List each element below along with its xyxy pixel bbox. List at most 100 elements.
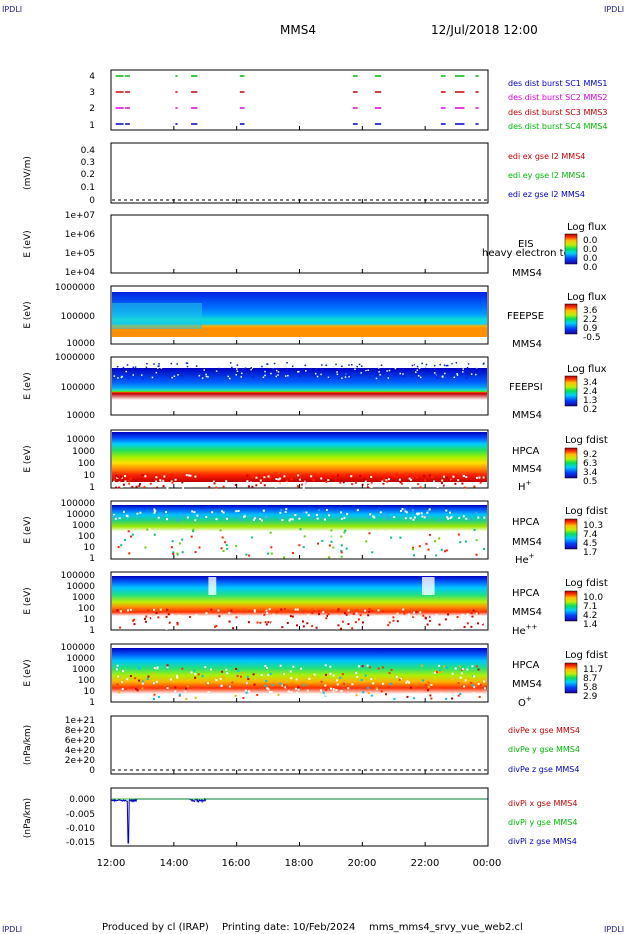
spectrogram-speckle: [138, 667, 141, 670]
spectrogram-speckle: [210, 668, 213, 671]
divpe-ylabel: (nPa/km): [23, 725, 33, 765]
spectrogram-speckle: [470, 625, 473, 628]
spectrogram-speckle: [135, 485, 138, 488]
spectrogram-speckle: [119, 475, 122, 478]
hpca-he-cb-tick-0: 10.3: [583, 521, 603, 531]
spectrogram-speckle: [243, 515, 246, 518]
feepsi-speckle-dot: [365, 369, 367, 372]
feepsi-speckle-dot: [171, 376, 173, 379]
feepsi-speckle-dot: [352, 368, 354, 371]
divpe-legend-y: divPe y gse MMS4: [508, 745, 580, 754]
spectrogram-speckle: [421, 679, 424, 682]
spectrogram-speckle: [159, 608, 162, 611]
feepse-cb-tick-2: 0.9: [583, 324, 598, 334]
feepsi-speckle-dot: [345, 374, 347, 376]
feepsi-speckle-dot: [263, 369, 265, 371]
feepsi-speckle-dot: [349, 373, 351, 375]
feepsi-speckle-dot: [393, 374, 395, 377]
spectrogram-speckle: [302, 625, 305, 628]
spectrogram-speckle: [157, 516, 160, 519]
spectrogram-speckle: [197, 673, 200, 676]
feepsi-speckle-dot: [188, 373, 190, 376]
feepsi-speckle-dot: [240, 376, 243, 378]
spectrogram-speckle: [277, 693, 280, 696]
spectrogram-speckle: [343, 682, 346, 685]
spectrogram-speckle: [295, 678, 298, 681]
feepsi-speckle-dot: [264, 374, 266, 377]
spectrogram-speckle: [306, 617, 309, 620]
spectrogram-speckle: [165, 615, 168, 618]
feepsi-speckle-dot: [277, 371, 280, 373]
feepsi-speckle-dot: [297, 371, 299, 373]
spectrogram-speckle: [424, 684, 427, 687]
spectrogram-speckle: [356, 534, 359, 537]
spectrogram-speckle: [420, 664, 423, 667]
spectrogram-speckle: [398, 478, 401, 481]
spectrogram-speckle: [409, 486, 412, 489]
spectrogram-speckle: [430, 697, 433, 700]
spectrogram-speckle: [439, 519, 442, 522]
spectrogram-speckle: [370, 481, 373, 484]
feepsi-speckle-dot: [425, 363, 428, 366]
spectrogram-speckle: [297, 485, 300, 488]
spectrogram-speckle: [273, 679, 276, 682]
spectrogram-speckle: [336, 683, 339, 686]
feepsi-speckle-dot: [151, 376, 154, 379]
feepse-colorbar: [564, 303, 578, 335]
spectrogram-speckle: [419, 554, 422, 557]
hpca-hepp-charge: ++: [526, 623, 538, 631]
spectrogram-speckle: [228, 685, 231, 688]
feepsi-speckle-dot: [410, 372, 413, 375]
feepsi-speckle-dot: [439, 363, 441, 366]
feepsi-speckle-dot: [343, 373, 345, 376]
feepsi-speckle-dot: [157, 367, 159, 369]
spectrogram-speckle: [130, 686, 133, 689]
feepsi-speckle-dot: [468, 370, 470, 373]
spectrogram-speckle: [393, 475, 396, 478]
spectrogram-speckle: [478, 695, 481, 698]
spectrogram-speckle: [117, 546, 120, 549]
spectrogram-speckle: [149, 617, 152, 620]
spectrogram-speckle: [398, 678, 401, 681]
spectrogram-speckle: [147, 675, 150, 678]
spectrogram-speckle: [171, 613, 174, 616]
spectrogram-speckle: [143, 486, 146, 489]
spectrogram-speckle: [162, 536, 165, 539]
spectrogram-speckle: [222, 550, 225, 553]
spectrogram-speckle: [153, 508, 156, 511]
spectrogram-speckle: [423, 474, 426, 477]
spectrogram-speckle: [246, 625, 249, 628]
hpca-hepp-ytick-0: 1: [89, 626, 95, 636]
feepsi-cb-title: Log flux: [567, 364, 607, 375]
spectrogram-speckle: [285, 481, 288, 484]
feepse-ytick-0: 10000: [66, 339, 95, 349]
spectrogram-speckle: [223, 676, 226, 679]
feepsi-speckle-dot: [365, 371, 368, 373]
feepsi-speckle-dot: [379, 374, 381, 376]
spectrogram-speckle: [127, 512, 130, 515]
xtick-2200: 22:00: [411, 858, 440, 869]
feepsi-cb-tick-1: 2.4: [583, 387, 598, 397]
spectrogram-speckle: [289, 626, 292, 629]
spectrogram-speckle: [370, 678, 373, 681]
spectrogram-speckle: [116, 609, 119, 612]
feepsi-speckle-dot: [248, 373, 250, 375]
feepsi-speckle-dot: [285, 375, 287, 377]
spectrogram-speckle: [315, 626, 318, 629]
feepsi-speckle-dot: [155, 371, 158, 374]
spectrogram-speckle: [274, 485, 277, 488]
feepsi-speckle-dot: [236, 364, 239, 366]
spectrogram-speckle: [337, 624, 340, 627]
spectrogram-speckle: [429, 620, 432, 623]
feepsi-speckle-dot: [251, 367, 253, 369]
spectrogram-speckle: [292, 551, 295, 554]
spectrogram-speckle: [310, 623, 313, 626]
spectrogram-speckle: [336, 474, 339, 477]
spectrogram-speckle: [276, 621, 279, 624]
spectrogram-speckle: [175, 674, 178, 677]
spectrogram-speckle: [156, 666, 159, 669]
spectrogram-speckle: [235, 510, 238, 513]
hpca-h-spectrogram: [112, 432, 487, 482]
spectrogram-speckle: [116, 664, 119, 667]
spectrogram-speckle: [354, 621, 357, 624]
